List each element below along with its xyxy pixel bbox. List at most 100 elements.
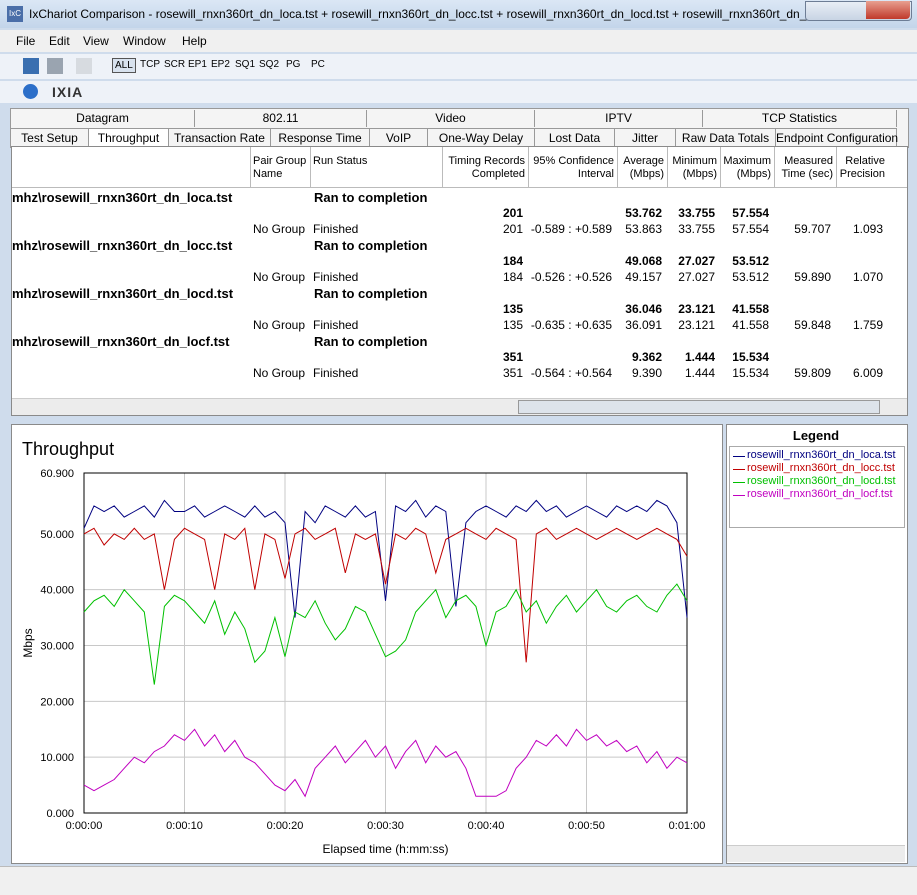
- column-header: Run Status: [313, 155, 368, 167]
- toolbar-button[interactable]: SQ1: [235, 59, 256, 70]
- run-status: Ran to completion: [314, 190, 428, 205]
- pair-value: 59.890: [794, 270, 831, 284]
- pair-value: 33.755: [678, 222, 715, 236]
- column-divider: [836, 147, 837, 187]
- pair-value: 59.848: [794, 318, 831, 332]
- close-button[interactable]: [866, 1, 910, 19]
- scroll-thumb[interactable]: [518, 400, 880, 414]
- pair-value: 53.863: [625, 222, 662, 236]
- tab-strip: Datagram 802.11 Video IPTV TCP Statistics Tes…: [10, 108, 909, 148]
- tab[interactable]: Test Setup: [11, 128, 89, 147]
- tab[interactable]: Jitter: [615, 128, 676, 147]
- pair-value: 59.809: [794, 366, 831, 380]
- pair-value: Finished: [313, 270, 359, 284]
- pair-value: Finished: [313, 318, 359, 332]
- copy-icon[interactable]: [76, 58, 92, 74]
- print-icon[interactable]: [47, 58, 63, 74]
- summary-value: 53.512: [732, 254, 769, 268]
- menu-item[interactable]: Window: [123, 34, 166, 48]
- menu-item[interactable]: View: [83, 34, 109, 48]
- column-header: Pair Group Name: [253, 155, 307, 180]
- pair-value: 41.558: [732, 318, 769, 332]
- pair-value: 49.157: [625, 270, 662, 284]
- legend-panel: Legend rosewill_rnxn360rt_dn_loca.tst rose…: [726, 424, 908, 864]
- series-line: [83, 583, 688, 685]
- pair-value: -0.564 : +0.564: [530, 366, 612, 380]
- pair-value: 201: [502, 222, 523, 236]
- window-title: IxChariot Comparison - rosewill_rnxn360r…: [29, 7, 817, 21]
- menu-item[interactable]: Edit: [49, 34, 70, 48]
- series-line: [83, 499, 688, 618]
- toolbar-button[interactable]: PG: [286, 59, 301, 70]
- pair-value: 184: [502, 270, 523, 284]
- column-divider: [310, 147, 311, 187]
- brand-bar: [0, 81, 917, 103]
- tab[interactable]: Raw Data Totals: [676, 128, 776, 147]
- pair-value: 36.091: [625, 318, 662, 332]
- pair-value: Finished: [313, 366, 359, 380]
- file-name: mhz\rosewill_rnxn360rt_dn_locf.tst: [12, 334, 230, 349]
- tab[interactable]: TCP Statistics: [703, 110, 897, 127]
- tab[interactable]: Lost Data: [535, 128, 615, 147]
- summary-value: 33.755: [678, 206, 715, 220]
- info-icon[interactable]: [23, 84, 38, 99]
- tab[interactable]: IPTV: [535, 110, 703, 127]
- file-name: mhz\rosewill_rnxn360rt_dn_locc.tst: [12, 238, 233, 253]
- y-tick-label: 50.000: [40, 529, 74, 541]
- pair-value: 351: [502, 366, 523, 380]
- y-tick-label: 0.000: [46, 808, 74, 820]
- toolbar-button[interactable]: SCR: [164, 59, 186, 70]
- x-tick-label: 0:00:10: [166, 820, 203, 832]
- legend-swatch: [733, 495, 745, 496]
- tab[interactable]: Transaction Rate: [169, 128, 271, 147]
- toolbar-button[interactable]: PC: [311, 59, 325, 70]
- y-tick-label: 10.000: [40, 752, 74, 764]
- summary-value: 41.558: [732, 302, 769, 316]
- y-tick-label: 30.000: [40, 641, 74, 653]
- tab[interactable]: Video: [367, 110, 535, 127]
- y-axis-label: Mbps: [21, 628, 35, 657]
- tab[interactable]: Throughput: [89, 128, 169, 147]
- summary-value: 135: [502, 302, 523, 316]
- pair-value: No Group: [253, 222, 306, 236]
- toolbar-button[interactable]: EP2: [211, 59, 230, 70]
- toolbar-button[interactable]: SQ2: [259, 59, 280, 70]
- tab[interactable]: VoIP: [370, 128, 428, 147]
- toolbar-button[interactable]: ALL: [112, 58, 136, 73]
- summary-value: 49.068: [625, 254, 662, 268]
- tab[interactable]: 802.11: [195, 110, 367, 127]
- column-header: Maximum (Mbps): [723, 155, 771, 180]
- column-header: Minimum (Mbps): [672, 155, 717, 180]
- legend-swatch: [733, 482, 745, 483]
- toolbar-button[interactable]: TCP: [140, 59, 160, 70]
- summary-value: 27.027: [678, 254, 715, 268]
- pair-value: 9.390: [631, 366, 662, 380]
- menu-item[interactable]: Help: [182, 34, 207, 48]
- summary-value: 57.554: [732, 206, 769, 220]
- chart-title: Throughput: [22, 439, 114, 459]
- tab[interactable]: Datagram: [11, 110, 195, 127]
- pair-value: 6.009: [852, 366, 883, 380]
- pair-value: 1.093: [852, 222, 883, 236]
- tab[interactable]: One-Way Delay: [428, 128, 535, 147]
- column-header: Measured Time (sec): [781, 155, 833, 180]
- tab[interactable]: Response Time: [271, 128, 370, 147]
- toolbar: ALL TCP SCR EP1 EP2 SQ1 SQ2 PG PC: [0, 54, 917, 79]
- column-header: Relative Precision: [839, 155, 885, 180]
- column-divider: [617, 147, 618, 187]
- series-line: [83, 527, 688, 663]
- title-bar: [0, 0, 917, 28]
- menu-bar: File Edit View Window Help: [0, 30, 917, 52]
- save-icon[interactable]: [23, 58, 39, 74]
- pair-value: 1.759: [852, 318, 883, 332]
- toolbar-button[interactable]: EP1: [188, 59, 207, 70]
- x-tick-label: 0:01:00: [669, 820, 706, 832]
- column-divider: [667, 147, 668, 187]
- legend-scrollbar: [727, 845, 905, 862]
- column-divider: [528, 147, 529, 187]
- header-rule: [12, 187, 907, 188]
- legend-title: Legend: [792, 428, 840, 443]
- tab[interactable]: Endpoint Configuration: [776, 128, 898, 147]
- pair-value: No Group: [253, 366, 306, 380]
- menu-item[interactable]: File: [16, 34, 36, 48]
